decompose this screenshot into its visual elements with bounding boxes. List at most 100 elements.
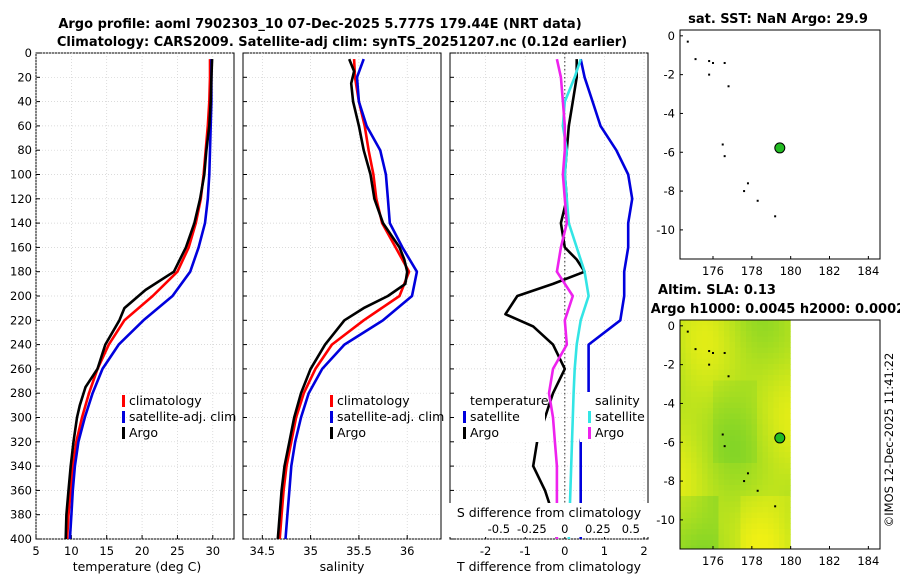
sla-cell — [724, 347, 730, 354]
sla-cell — [724, 534, 730, 541]
sla-cell — [735, 474, 741, 480]
sla-cell — [790, 380, 791, 387]
sla-cell — [784, 501, 791, 508]
difference-xlabel: T difference from climatology — [456, 559, 642, 574]
sla-cell — [702, 523, 708, 530]
sla-cell — [702, 342, 708, 348]
sla-cell — [735, 479, 741, 486]
sla-cell — [713, 496, 719, 502]
sla-cell — [779, 468, 785, 475]
sla-cell — [713, 419, 719, 425]
sla-cell — [696, 435, 703, 442]
sla-cell — [735, 430, 741, 436]
y-tick-label: 120 — [10, 192, 32, 206]
y-tick-label: 140 — [10, 216, 32, 230]
sla-cell — [740, 485, 747, 491]
sla-cell — [685, 490, 692, 497]
sla-cell — [724, 512, 730, 519]
sla-cell — [735, 419, 741, 425]
sla-cell — [724, 424, 730, 431]
sla-cell — [768, 336, 774, 343]
sla-cell — [729, 347, 736, 354]
sla-cell — [724, 353, 730, 359]
sla-cell — [680, 353, 686, 359]
sla-cell — [757, 419, 763, 425]
sla-cell — [790, 369, 791, 376]
sla-cell — [680, 479, 686, 486]
lon-tick-label: 184 — [857, 554, 879, 568]
sla-cell — [702, 435, 708, 442]
sla-cell — [740, 353, 747, 359]
sla-cell — [757, 512, 763, 519]
sla-cell — [762, 518, 769, 524]
sla-cell — [751, 441, 758, 447]
sla-cell — [685, 485, 692, 491]
sla-cell — [751, 435, 758, 442]
sla-cell — [779, 413, 785, 420]
sla-cell — [790, 325, 791, 332]
sla-cell — [696, 375, 703, 381]
sla-cell — [729, 512, 736, 519]
sla-cell — [790, 408, 791, 414]
sla-cell — [751, 490, 758, 497]
sla-cell — [762, 441, 769, 447]
sla-cell — [735, 435, 741, 442]
sla-cell — [680, 435, 686, 442]
sla-cell — [713, 474, 719, 480]
sla-cell — [707, 490, 714, 497]
sla-cell — [696, 419, 703, 425]
sla-cell — [768, 485, 774, 491]
sla-cell — [790, 474, 791, 480]
legend-label-climatology: climatology — [129, 393, 202, 408]
sla-cell — [751, 446, 758, 453]
sla-cell — [790, 391, 791, 398]
sla-cell — [691, 501, 697, 508]
sla-cell — [718, 496, 725, 502]
sla-cell — [779, 364, 785, 370]
sla-cell — [735, 353, 741, 359]
sla-cell — [746, 347, 752, 354]
s-tick-label: -0.25 — [517, 522, 547, 536]
sla-cell — [702, 452, 708, 458]
temperature-difference-legend: temperature satellite Argo — [455, 392, 549, 442]
sla-cell — [724, 325, 730, 332]
sla-cell — [740, 397, 747, 403]
sla-cell — [757, 386, 763, 392]
sla-cell — [735, 408, 741, 414]
sla-cell — [762, 364, 769, 370]
sla-cell — [773, 523, 780, 530]
sla-cell — [718, 419, 725, 425]
sla-cell — [779, 518, 785, 524]
sla-cell — [773, 386, 780, 392]
sla-cell — [685, 353, 692, 359]
sla-cell — [702, 468, 708, 475]
sla-cell — [718, 474, 725, 480]
sla-cell — [740, 413, 747, 420]
sla-cell — [790, 463, 791, 469]
sla-cell — [729, 353, 736, 359]
sla-cell — [707, 364, 714, 370]
sla-cell — [757, 485, 763, 491]
sla-cell — [729, 529, 736, 535]
sla-cell — [768, 342, 774, 348]
sla-cell — [729, 320, 736, 326]
island-dot — [708, 363, 711, 366]
sla-cell — [746, 446, 752, 453]
lat-tick-label: -4 — [664, 106, 675, 120]
sla-cell — [757, 413, 763, 420]
sla-cell — [773, 397, 780, 403]
sla-cell — [746, 463, 752, 469]
sla-cell — [707, 408, 714, 414]
sla-cell — [784, 512, 791, 519]
sla-cell — [685, 380, 692, 387]
sla-cell — [779, 402, 785, 409]
y-tick-label: 280 — [10, 386, 32, 400]
sla-cell — [718, 452, 725, 458]
sla-cell — [702, 353, 708, 359]
sla-cell — [751, 413, 758, 420]
sla-cell — [685, 325, 692, 332]
sla-cell — [696, 512, 703, 519]
sla-cell — [724, 474, 730, 480]
sla-cell — [691, 380, 697, 387]
sla-cell — [718, 364, 725, 370]
